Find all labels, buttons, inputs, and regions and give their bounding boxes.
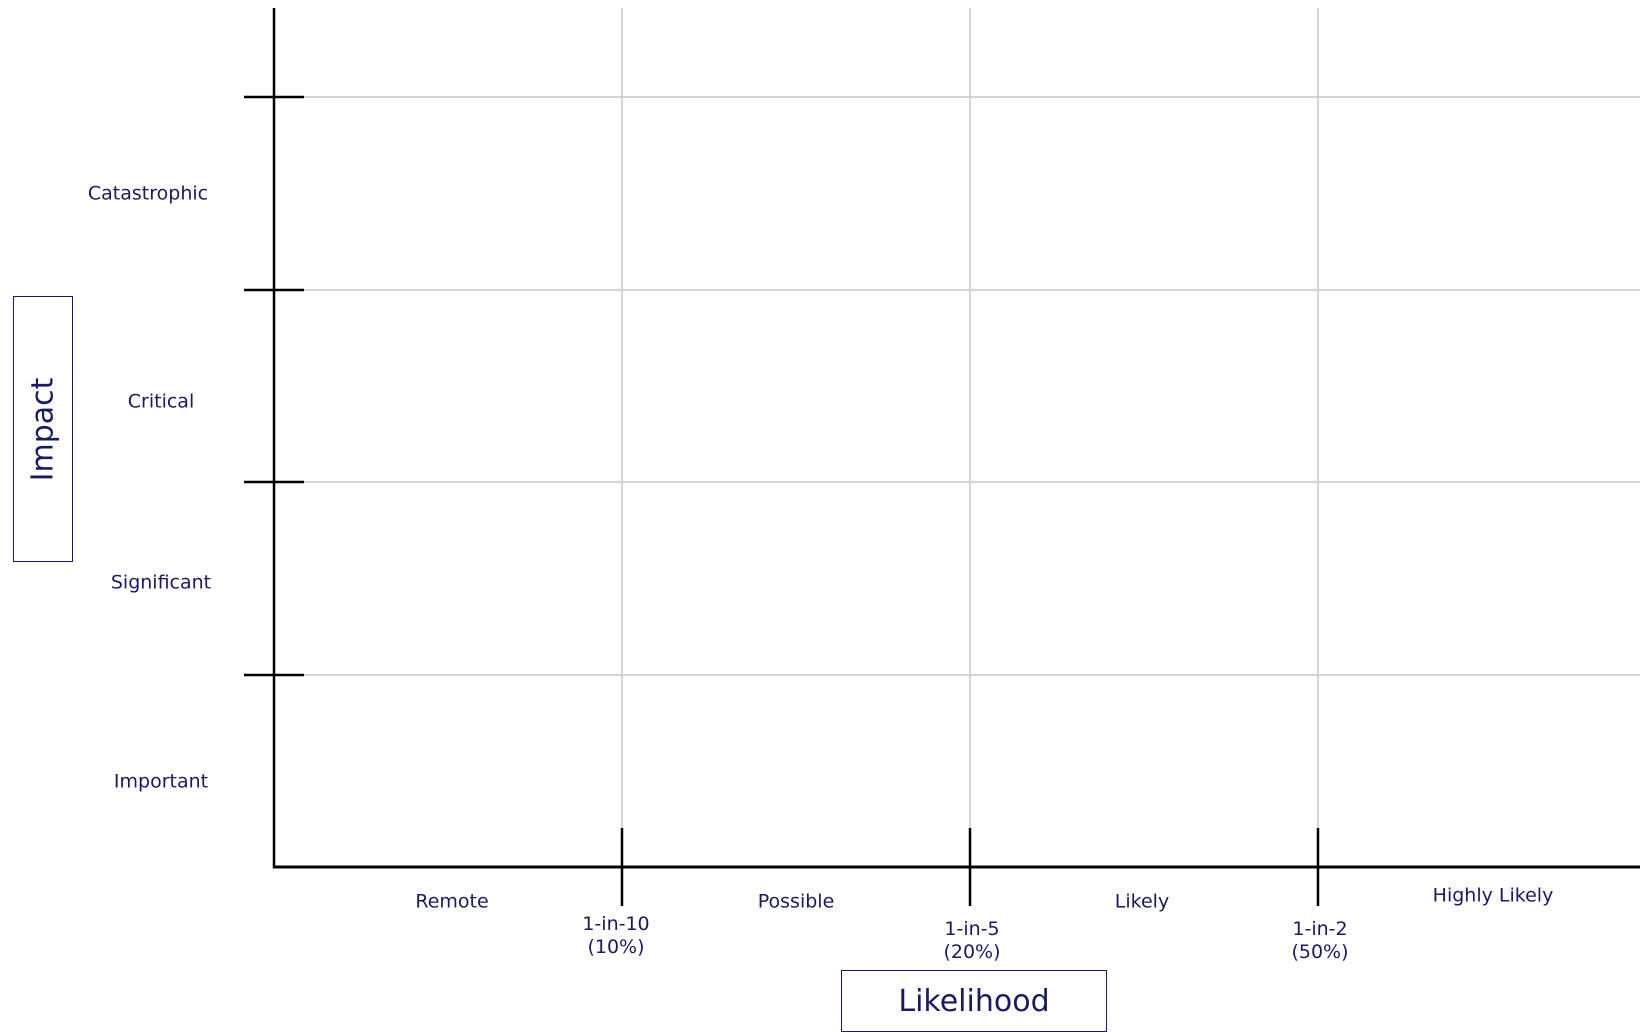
threshold-ratio: 1-in-5 [944,918,1000,940]
threshold-ratio: 1-in-10 [582,913,650,935]
likelihood-band-possible: Possible [757,890,835,913]
threshold-percent: (20%) [943,940,1001,963]
impact-axis-title: Impact [13,296,73,562]
impact-level-catastrophic: Catastrophic [87,182,209,205]
likelihood-axis-title: Likelihood [841,970,1107,1032]
likelihood-threshold-3: 1-in-2 (50%) [1291,918,1348,964]
threshold-percent: (50%) [1291,940,1349,963]
likelihood-band-likely: Likely [1114,890,1170,913]
impact-level-significant: Significant [110,571,212,594]
likelihood-threshold-2: 1-in-5 (20%) [943,918,1000,964]
likelihood-threshold-1: 1-in-10 (10%) [582,913,649,959]
threshold-percent: (10%) [587,935,645,958]
likelihood-band-remote: Remote [415,890,489,913]
impact-level-important: Important [113,770,209,793]
impact-axis-title-text: Impact [25,377,61,481]
impact-level-critical: Critical [127,390,195,413]
likelihood-axis-title-text: Likelihood [898,983,1050,1019]
likelihood-band-highly-likely: Highly Likely [1432,884,1554,907]
threshold-ratio: 1-in-2 [1292,918,1348,940]
